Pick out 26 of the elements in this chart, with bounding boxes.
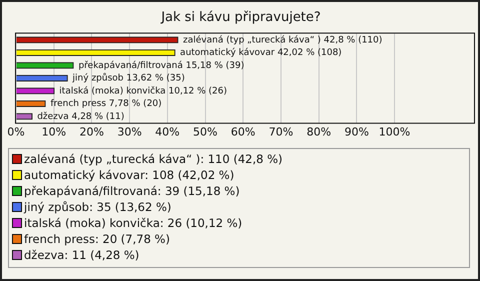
x-tick-label: 70% bbox=[268, 125, 294, 138]
category-label: italská (moka) konvička 10,12 % (26) bbox=[59, 86, 228, 96]
category-label: zalévaná (typ „turecká káva“ ) 42,8 % (110) bbox=[183, 35, 382, 46]
chart-title: Jak si kávu připravujete? bbox=[160, 10, 321, 26]
x-tick-label: 80% bbox=[306, 125, 332, 138]
x-tick-label: 0% bbox=[7, 125, 25, 138]
category-label: překapávaná/filtrovaná 15,18 % (39) bbox=[78, 60, 244, 71]
category-label: džezva 4,28 % (11) bbox=[37, 112, 124, 122]
text: italská (moka) konvička: 26 (10,12 %) bbox=[23, 215, 244, 231]
x-tick-label: 100% bbox=[378, 125, 410, 138]
category-label: jiný způsob 13,62 % (35) bbox=[72, 74, 185, 84]
x-tick-label: 60% bbox=[230, 125, 256, 138]
x-tick-label: 90% bbox=[344, 125, 369, 138]
x-tick-label: 30% bbox=[117, 125, 142, 138]
x-tick-label: 40% bbox=[155, 125, 180, 138]
category-label: french press 7,78 % (20) bbox=[50, 99, 162, 110]
x-tick-label: 50% bbox=[193, 125, 218, 138]
text: jiný způsob: 35 (13,62 %) bbox=[22, 199, 172, 215]
x-tick-label: 10% bbox=[42, 125, 66, 138]
x-tick-label: 20% bbox=[79, 125, 104, 138]
text: french press: 20 (7,78 %) bbox=[23, 231, 171, 247]
text: zalévaná (typ „turecká káva“ ): 110 (42,8 %) bbox=[23, 151, 284, 167]
text: automatický kávovar: 108 (42,02 %) bbox=[23, 167, 236, 183]
text: překapávaná/filtrovaná: 39 (15,18 %) bbox=[23, 183, 241, 199]
text: džezva: 11 (4,28 %) bbox=[23, 247, 140, 263]
category-label: automatický kávovar 42,02 % (108) bbox=[180, 48, 342, 58]
